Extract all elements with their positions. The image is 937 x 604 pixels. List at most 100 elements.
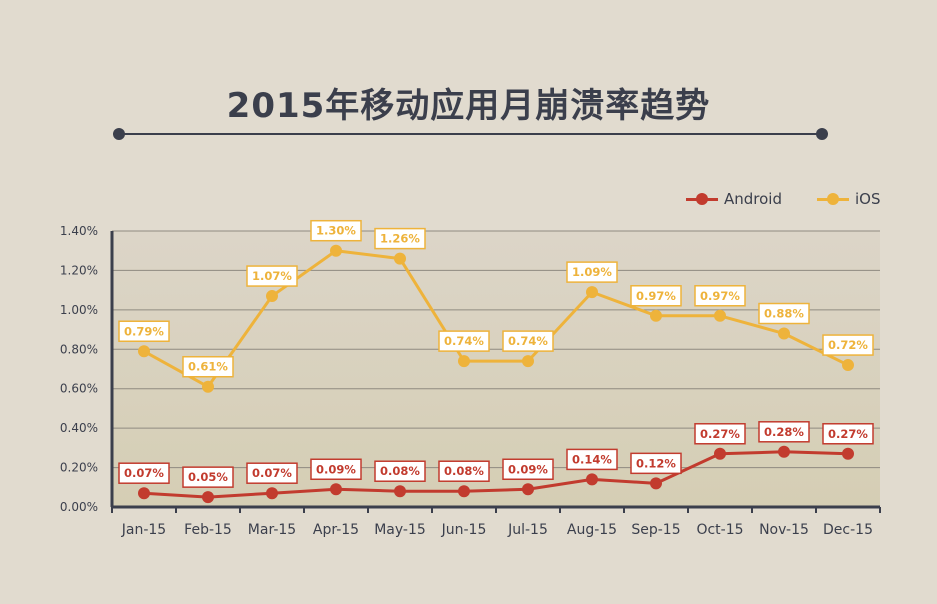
title-rule (119, 133, 822, 135)
data-label-android: 0.14% (572, 452, 612, 466)
data-label-box-android (630, 452, 682, 475)
data-point-android (842, 447, 854, 460)
data-label-android: 0.28% (764, 425, 804, 439)
data-label-box-android (566, 448, 618, 471)
plot-area (112, 231, 880, 507)
data-label-box-ios (374, 227, 426, 250)
y-tick-label: 1.40% (60, 224, 98, 238)
legend-ios: iOS (817, 190, 881, 208)
data-label-ios: 0.79% (124, 324, 164, 338)
data-point-ios (202, 380, 214, 393)
y-tick-label: 1.20% (60, 263, 98, 277)
data-point-ios (842, 359, 854, 372)
data-point-android (586, 473, 598, 486)
data-label-ios: 0.74% (508, 334, 548, 348)
x-tick-label: Apr-15 (313, 522, 359, 538)
y-tick-label: 0.80% (60, 342, 98, 356)
data-point-android (650, 477, 662, 490)
data-point-android (394, 485, 406, 498)
data-point-android (266, 487, 278, 500)
data-point-ios (330, 244, 342, 257)
data-label-box-ios (758, 302, 810, 325)
x-tick-label: Aug-15 (567, 522, 617, 538)
data-label-android: 0.08% (444, 464, 484, 478)
data-label-ios: 0.61% (188, 360, 228, 374)
data-point-android (714, 447, 726, 460)
data-point-ios (650, 309, 662, 322)
y-tick-label: 0.00% (60, 500, 98, 514)
data-point-ios (266, 290, 278, 303)
data-label-box-ios (182, 355, 234, 378)
y-tick-label: 0.40% (60, 421, 98, 435)
data-point-android (778, 445, 790, 458)
data-label-box-android (374, 460, 426, 482)
data-label-ios: 0.97% (700, 289, 740, 303)
data-label-box-android (118, 462, 170, 484)
data-point-android (522, 483, 534, 496)
x-tick-label: May-15 (374, 522, 426, 538)
data-label-box-ios (118, 320, 170, 343)
data-label-android: 0.27% (700, 427, 740, 441)
x-tick-label: Jan-15 (121, 522, 166, 538)
data-label-android: 0.05% (188, 470, 228, 484)
data-point-ios (458, 355, 470, 368)
series-line-ios (143, 249, 849, 389)
legend-android-label: Android (724, 190, 782, 208)
data-label-box-ios (566, 261, 618, 283)
data-label-ios: 1.09% (572, 265, 612, 279)
data-label-android: 0.12% (636, 456, 676, 470)
data-label-ios: 1.30% (316, 224, 356, 238)
legend-ios-label: iOS (855, 190, 881, 208)
x-tick-label: Jul-15 (507, 522, 548, 538)
data-label-box-ios (438, 330, 490, 352)
data-label-box-ios (310, 219, 362, 242)
data-label-ios: 0.74% (444, 334, 484, 348)
x-tick-label: Sep-15 (631, 522, 680, 538)
data-label-box-android (182, 466, 234, 488)
legend-android-swatch (686, 192, 718, 206)
x-tick-label: Mar-15 (248, 522, 296, 538)
data-point-ios (778, 327, 790, 340)
data-point-android (138, 487, 150, 500)
data-label-ios: 0.88% (764, 307, 804, 321)
data-label-android: 0.09% (316, 462, 356, 476)
data-point-ios (714, 309, 726, 322)
data-label-ios: 0.72% (828, 338, 868, 352)
data-label-box-android (822, 423, 874, 445)
data-label-android: 0.27% (828, 427, 868, 441)
data-point-ios (522, 355, 534, 368)
data-point-android (202, 491, 214, 504)
data-point-ios (394, 252, 406, 265)
data-label-android: 0.07% (124, 466, 164, 480)
data-label-box-android (694, 423, 746, 445)
y-tick-label: 0.20% (60, 461, 98, 475)
x-tick-label: Oct-15 (696, 522, 743, 538)
data-label-box-ios (502, 330, 554, 352)
data-point-android (330, 483, 342, 496)
chart-title: 2015年移动应用月崩溃率趋势 (226, 86, 711, 126)
data-label-box-android (438, 460, 490, 482)
data-label-box-ios (246, 265, 298, 287)
data-label-ios: 0.97% (636, 289, 676, 303)
x-tick-label: Dec-15 (823, 522, 873, 538)
title-rule-right-dot (816, 128, 828, 140)
legend-android: Android (686, 190, 782, 208)
x-tick-label: Jun-15 (441, 522, 487, 538)
data-label-android: 0.08% (380, 464, 420, 478)
data-point-ios (138, 345, 150, 358)
x-tick-label: Nov-15 (759, 522, 809, 538)
data-point-android (458, 485, 470, 498)
data-label-box-ios (630, 285, 682, 307)
data-label-box-ios (694, 285, 746, 307)
data-label-android: 0.07% (252, 466, 292, 480)
data-label-ios: 1.26% (380, 232, 420, 246)
data-label-box-android (246, 462, 298, 484)
legend-ios-swatch (817, 192, 849, 206)
data-label-android: 0.09% (508, 462, 548, 476)
y-tick-label: 0.60% (60, 382, 98, 396)
data-point-ios (586, 286, 598, 299)
data-label-ios: 1.07% (252, 269, 292, 283)
x-tick-label: Feb-15 (184, 522, 232, 538)
data-label-box-ios (822, 334, 874, 356)
